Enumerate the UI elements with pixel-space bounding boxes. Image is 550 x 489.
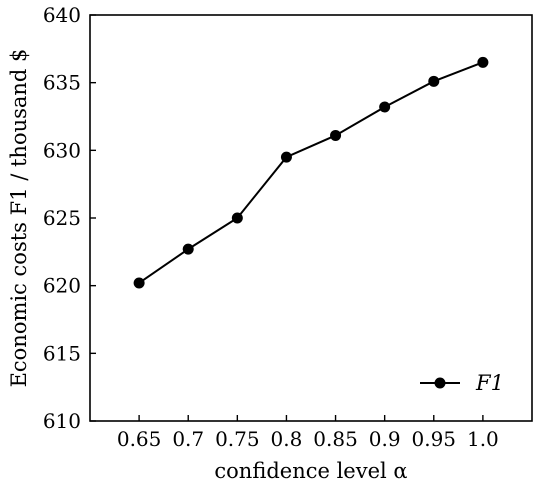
y-tick-label: 610 — [43, 409, 81, 433]
data-point — [379, 101, 391, 113]
plot-frame — [89, 14, 533, 422]
y-tick-label: 625 — [43, 206, 81, 230]
x-tick-label: 1.0 — [467, 427, 499, 451]
x-tick-label: 0.8 — [271, 427, 303, 451]
y-tick-label: 640 — [43, 3, 81, 27]
data-point — [231, 212, 243, 224]
y-axis-title: Economic costs F1 / thousand $ — [7, 49, 31, 388]
x-tick-label: 0.65 — [117, 427, 162, 451]
x-axis-title: confidence level α — [214, 459, 407, 483]
data-point — [330, 129, 342, 141]
data-point — [280, 151, 292, 163]
legend-label: F1 — [475, 371, 504, 395]
x-axis-ticks: 0.65 0.7 0.75 0.8 0.85 0.9 0.95 1.0 — [117, 415, 499, 451]
legend: F1 — [420, 371, 504, 395]
data-point — [182, 243, 194, 255]
y-axis-ticks: 610 615 620 625 630 635 640 — [43, 3, 96, 433]
data-point — [477, 56, 489, 68]
legend-marker-swatch — [434, 377, 446, 389]
data-point — [428, 75, 440, 87]
y-tick-label: 615 — [43, 341, 81, 365]
series-layer — [133, 56, 489, 289]
series-line — [138, 61, 484, 284]
y-tick-label: 620 — [43, 274, 81, 298]
y-tick-label: 635 — [43, 71, 81, 95]
x-tick-label: 0.7 — [172, 427, 204, 451]
x-tick-label: 0.85 — [313, 427, 358, 451]
x-tick-label: 0.75 — [215, 427, 260, 451]
x-tick-label: 0.95 — [412, 427, 457, 451]
data-point — [133, 277, 145, 289]
y-tick-label: 630 — [43, 138, 81, 162]
x-tick-label: 0.9 — [369, 427, 401, 451]
